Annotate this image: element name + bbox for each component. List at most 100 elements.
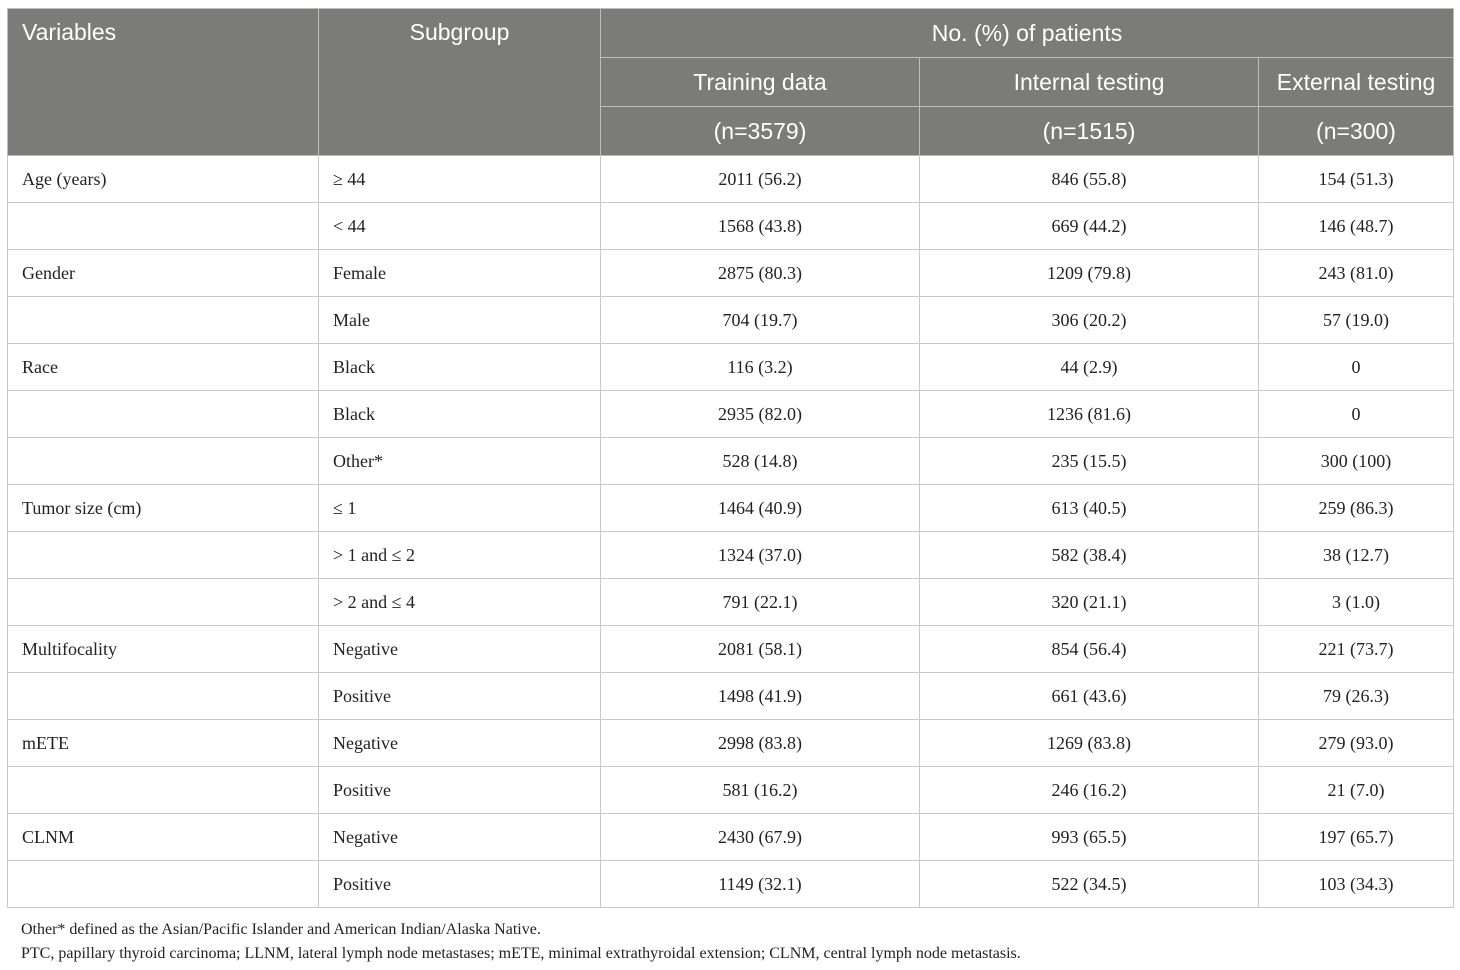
cell-training: 1149 (32.1) [600, 860, 920, 908]
cell-subgroup: Positive [318, 766, 601, 814]
cell-training: 2875 (80.3) [600, 249, 920, 297]
table-row: < 44 1568 (43.8) 669 (44.2) 146 (48.7) [7, 202, 1455, 250]
cell-subgroup: Positive [318, 672, 601, 720]
table-row: Tumor size (cm) ≤ 1 1464 (40.9) 613 (40.5) 2… [7, 484, 1455, 532]
table-row: > 1 and ≤ 2 1324 (37.0) 582 (38.4) 38 (12.7… [7, 531, 1455, 579]
table-body: Age (years) ≥ 44 2011 (56.2) 846 (55.8) 154 … [7, 155, 1455, 908]
table-row: Positive 1498 (41.9) 661 (43.6) 79 (26.3) [7, 672, 1455, 720]
cell-training: 791 (22.1) [600, 578, 920, 626]
cell-training: 581 (16.2) [600, 766, 920, 814]
cell-training: 116 (3.2) [600, 343, 920, 391]
cell-internal: 993 (65.5) [919, 813, 1259, 861]
table-row: Gender Female 2875 (80.3) 1209 (79.8) 243 (8… [7, 249, 1455, 297]
cell-variable [7, 296, 319, 344]
header-external-n: (n=300) [1257, 106, 1455, 156]
cell-training: 2081 (58.1) [600, 625, 920, 673]
header-training-n: (n=3579) [600, 106, 920, 156]
table-row: Positive 1149 (32.1) 522 (34.5) 103 (34.3) [7, 860, 1455, 908]
cell-training: 528 (14.8) [600, 437, 920, 485]
cell-variable: mETE [7, 719, 319, 767]
cell-training: 2935 (82.0) [600, 390, 920, 438]
cell-variable: Tumor size (cm) [7, 484, 319, 532]
cell-training: 1324 (37.0) [600, 531, 920, 579]
table-row: Other* 528 (14.8) 235 (15.5) 300 (100) [7, 437, 1455, 485]
table-row: > 2 and ≤ 4 791 (22.1) 320 (21.1) 3 (1.0) [7, 578, 1455, 626]
table-row: Race Black 116 (3.2) 44 (2.9) 0 [7, 343, 1455, 391]
cell-external: 259 (86.3) [1257, 484, 1455, 532]
table-row: CLNM Negative 2430 (67.9) 993 (65.5) 197 (65… [7, 813, 1455, 861]
cell-variable [7, 672, 319, 720]
table-row: Black 2935 (82.0) 1236 (81.6) 0 [7, 390, 1455, 438]
cell-subgroup: Male [318, 296, 601, 344]
cell-variable [7, 437, 319, 485]
cell-subgroup: Female [318, 249, 601, 297]
cell-internal: 522 (34.5) [919, 860, 1259, 908]
footnote-abbreviations: PTC, papillary thyroid carcinoma; LLNM, … [21, 945, 1021, 962]
cell-internal: 246 (16.2) [919, 766, 1259, 814]
cell-variable: Gender [7, 249, 319, 297]
cell-internal: 1269 (83.8) [919, 719, 1259, 767]
cell-internal: 661 (43.6) [919, 672, 1259, 720]
table-row: Age (years) ≥ 44 2011 (56.2) 846 (55.8) 154 … [7, 155, 1455, 203]
cell-subgroup: < 44 [318, 202, 601, 250]
header-internal-testing: Internal testing [919, 57, 1259, 107]
cell-external: 0 [1257, 390, 1455, 438]
cell-training: 2430 (67.9) [600, 813, 920, 861]
cell-external: 154 (51.3) [1257, 155, 1455, 203]
cell-internal: 669 (44.2) [919, 202, 1259, 250]
cell-subgroup: ≤ 1 [318, 484, 601, 532]
cell-external: 79 (26.3) [1257, 672, 1455, 720]
cell-internal: 1236 (81.6) [919, 390, 1259, 438]
cell-subgroup: ≥ 44 [318, 155, 601, 203]
cell-external: 38 (12.7) [1257, 531, 1455, 579]
header-patients-group: No. (%) of patients [599, 8, 1455, 58]
cell-variable: Race [7, 343, 319, 391]
cell-training: 2011 (56.2) [600, 155, 920, 203]
cell-subgroup: Other* [318, 437, 601, 485]
cell-internal: 854 (56.4) [919, 625, 1259, 673]
cell-subgroup: Negative [318, 813, 601, 861]
cell-training: 2998 (83.8) [600, 719, 920, 767]
cell-subgroup: > 1 and ≤ 2 [318, 531, 601, 579]
cell-variable: Age (years) [7, 155, 319, 203]
cell-external: 221 (73.7) [1257, 625, 1455, 673]
table-row: Multifocality Negative 2081 (58.1) 854 (56.… [7, 625, 1455, 673]
cell-internal: 613 (40.5) [919, 484, 1259, 532]
cell-training: 1568 (43.8) [600, 202, 920, 250]
cell-subgroup: Positive [318, 860, 601, 908]
cell-external: 197 (65.7) [1257, 813, 1455, 861]
table-row: Male 704 (19.7) 306 (20.2) 57 (19.0) [7, 296, 1455, 344]
cell-variable [7, 766, 319, 814]
cell-internal: 846 (55.8) [919, 155, 1259, 203]
cell-subgroup: > 2 and ≤ 4 [318, 578, 601, 626]
cell-external: 243 (81.0) [1257, 249, 1455, 297]
cell-internal: 44 (2.9) [919, 343, 1259, 391]
header-training-data: Training data [600, 57, 920, 107]
footnote-other-definition: Other* defined as the Asian/Pacific Isla… [21, 921, 541, 938]
cell-external: 21 (7.0) [1257, 766, 1455, 814]
header-external-testing: External testing [1257, 57, 1455, 107]
cell-internal: 320 (21.1) [919, 578, 1259, 626]
cell-variable [7, 860, 319, 908]
table-row: mETE Negative 2998 (83.8) 1269 (83.8) 279 (9… [7, 719, 1455, 767]
cell-training: 1464 (40.9) [600, 484, 920, 532]
cell-subgroup: Negative [318, 625, 601, 673]
cell-variable [7, 578, 319, 626]
cell-external: 103 (34.3) [1257, 860, 1455, 908]
cell-variable: CLNM [7, 813, 319, 861]
cell-external: 3 (1.0) [1257, 578, 1455, 626]
cell-external: 146 (48.7) [1257, 202, 1455, 250]
patient-characteristics-table-container: Variables Subgroup No. (%) of patients T… [7, 8, 1455, 908]
header-internal-n: (n=1515) [919, 106, 1259, 156]
cell-subgroup: Negative [318, 719, 601, 767]
cell-variable: Multifocality [7, 625, 319, 673]
cell-external: 279 (93.0) [1257, 719, 1455, 767]
cell-external: 300 (100) [1257, 437, 1455, 485]
table-footnotes: Other* defined as the Asian/Pacific Isla… [21, 918, 1441, 966]
cell-external: 57 (19.0) [1257, 296, 1455, 344]
cell-variable [7, 531, 319, 579]
header-variables: Variables [7, 8, 319, 156]
header-subgroup: Subgroup [318, 8, 601, 156]
table-row: Positive 581 (16.2) 246 (16.2) 21 (7.0) [7, 766, 1455, 814]
cell-subgroup: Black [318, 390, 601, 438]
